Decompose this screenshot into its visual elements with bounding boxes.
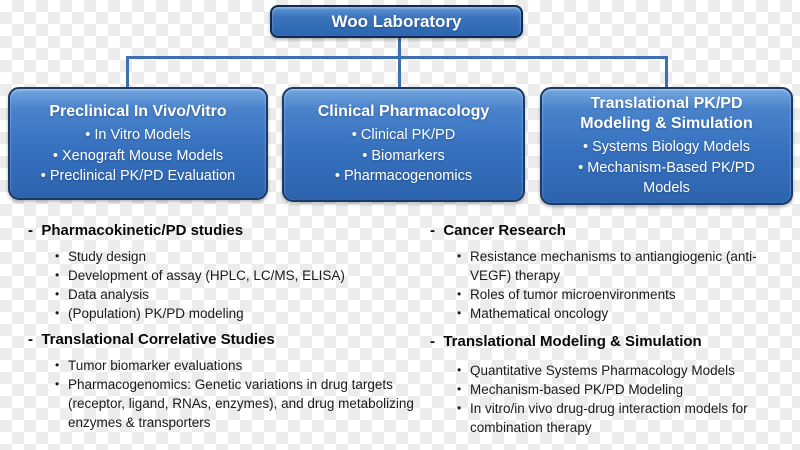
connector-drop-middle [398,58,401,87]
org-root-box: Woo Laboratory [270,5,523,38]
branch-item: Preclinical PK/PD Evaluation [10,166,266,187]
branch-title: Preclinical In Vivo/Vitro [49,103,227,120]
section-heading: Translational Modeling & Simulation [430,332,792,352]
branch-title: Clinical Pharmacology [317,103,490,120]
section-bullet: In vitro/in vivo drug-drug interaction m… [457,399,792,437]
section-bullet-list: Quantitative Systems Pharmacology Models… [430,361,792,437]
branch-title: Translational PK/PD Modeling & Simulatio… [580,95,753,132]
section-heading: Translational Correlative Studies [28,330,426,350]
branch-box-translational-pkpd: Translational PK/PD Modeling & Simulatio… [540,87,793,205]
branch-item: Xenograft Mouse Models [10,146,266,167]
section-bullet: Study design [55,247,423,266]
section-cancer-research: Cancer Research Resistance mechanisms to… [430,221,790,323]
section-bullet: Mechanism-based PK/PD Modeling [457,380,792,399]
section-bullet: (Population) PK/PD modeling [55,304,423,323]
section-bullet: Development of assay (HPLC, LC/MS, ELISA… [55,266,423,285]
section-heading: Cancer Research [430,221,790,241]
section-bullet: Tumor biomarker evaluations [55,356,426,375]
branch-box-clinical-pharmacology: Clinical Pharmacology Clinical PK/PD Bio… [282,87,525,202]
branch-item: Mechanism-Based PK/PD Models [555,158,778,199]
connector-horizontal [126,56,668,59]
branch-item-list: Clinical PK/PD Biomarkers Pharmacogenomi… [284,125,523,187]
branch-box-preclinical: Preclinical In Vivo/Vitro In Vitro Model… [8,87,268,200]
section-bullet: Data analysis [55,285,423,304]
connector-drop-right [665,58,668,87]
section-translational-modeling-simulation: Translational Modeling & Simulation Quan… [430,332,792,437]
section-bullet-list: Tumor biomarker evaluations Pharmacogeno… [28,356,426,432]
branch-item-list: Systems Biology Models Mechanism-Based P… [555,137,778,199]
branch-item-list: In Vitro Models Xenograft Mouse Models P… [10,125,266,187]
branch-item: In Vitro Models [10,125,266,146]
org-root-title: Woo Laboratory [331,11,462,31]
branch-item: Systems Biology Models [555,137,778,158]
section-bullet-list: Study design Development of assay (HPLC,… [28,247,423,323]
section-bullet: Mathematical oncology [457,304,790,323]
connector-root-stub [398,38,401,58]
section-pharmacokinetic-pd-studies: Pharmacokinetic/PD studies Study design … [28,221,423,323]
section-bullet: Resistance mechanisms to antiangiogenic … [457,247,790,285]
section-translational-correlative-studies: Translational Correlative Studies Tumor … [28,330,426,432]
section-bullet-list: Resistance mechanisms to antiangiogenic … [430,247,790,323]
branch-item: Pharmacogenomics [284,166,523,187]
branch-item: Clinical PK/PD [284,125,523,146]
connector-drop-left [126,58,129,87]
section-bullet: Roles of tumor microenvironments [457,285,790,304]
section-heading: Pharmacokinetic/PD studies [28,221,423,241]
section-bullet: Quantitative Systems Pharmacology Models [457,361,792,380]
branch-item: Biomarkers [284,146,523,167]
section-bullet: Pharmacogenomics: Genetic variations in … [55,375,426,432]
